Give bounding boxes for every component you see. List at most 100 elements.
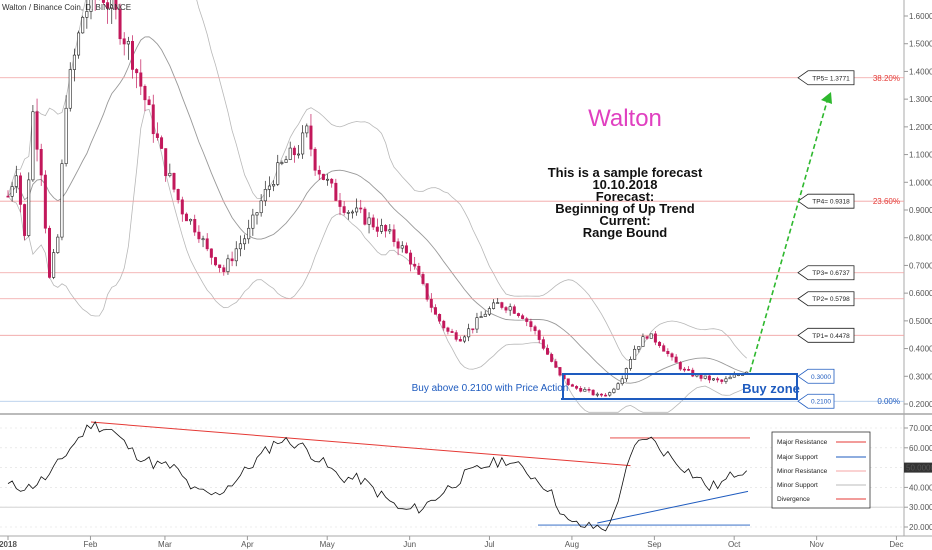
candle-body: [359, 207, 363, 210]
candle-body: [147, 99, 151, 106]
candle-body: [371, 217, 375, 228]
candle-body: [243, 238, 247, 245]
candle-body: [504, 307, 508, 311]
price-tick-label: 1.3000: [909, 95, 932, 104]
time-tick-label: May: [320, 540, 335, 549]
callout-zone_bottom: [797, 393, 835, 409]
candle-body: [674, 356, 678, 363]
candle-body: [554, 361, 558, 368]
candle-body: [247, 227, 251, 240]
candle-body: [321, 173, 325, 180]
candle-body: [23, 204, 27, 236]
candle-body: [259, 200, 263, 214]
time-tick-label: Mar: [158, 540, 172, 549]
candle-body: [724, 378, 728, 382]
candle-body: [218, 264, 222, 269]
candle-body: [653, 333, 657, 343]
buy-zone-label: Buy zone: [742, 381, 800, 396]
candle-body: [433, 307, 437, 315]
candle-body: [732, 374, 736, 378]
rsi-resistance-trendline: [90, 421, 631, 467]
candle-body: [168, 172, 172, 177]
candle-body: [620, 378, 624, 385]
callout-TP1: [797, 327, 855, 343]
candle-body: [508, 306, 512, 311]
candle-body: [388, 229, 392, 232]
band-upper: [7, 0, 747, 362]
callout-TP5: [797, 70, 855, 86]
time-tick-label: Sep: [647, 540, 662, 549]
candle-body: [131, 41, 135, 70]
candle-body: [575, 386, 579, 389]
candle-body: [454, 332, 458, 340]
candle-body: [222, 267, 226, 272]
candle-body: [160, 137, 164, 149]
candle-body: [118, 9, 122, 40]
candle-body: [682, 368, 686, 371]
candle-body: [334, 182, 338, 201]
candle-body: [458, 339, 462, 342]
time-tick-label: Nov: [810, 540, 824, 549]
candle-body: [604, 394, 608, 397]
time-tick-label: Dec: [889, 540, 903, 549]
candle-body: [409, 252, 413, 265]
candle-body: [350, 211, 354, 214]
candle-body: [139, 72, 143, 87]
candle-body: [379, 225, 383, 232]
callout-label-TP3: TP3= 0.6737: [812, 270, 850, 277]
rsi-current-badge: [904, 462, 932, 473]
candle-body: [500, 302, 504, 308]
buy-above-label: Buy above 0.2100 with Price Action: [412, 383, 569, 394]
candle-body: [184, 213, 188, 222]
forecast-note: This is a sample forecast 10.10.2018 For…: [548, 165, 703, 240]
forecast-arrow-head: [821, 92, 832, 104]
candle-body: [85, 11, 89, 18]
rsi-line: [7, 421, 747, 532]
candle-body: [417, 265, 421, 275]
price-tick-label: 0.4000: [909, 345, 932, 354]
candle-body: [52, 252, 56, 278]
candle-body: [487, 308, 491, 315]
legend-major-support: Major Support: [777, 454, 818, 461]
candle-body: [545, 348, 549, 355]
callout-label-zone_top: 0.3000: [811, 374, 831, 381]
candle-body: [483, 313, 487, 317]
candle-body: [429, 299, 433, 308]
candle-body: [309, 125, 313, 150]
candle-body: [645, 336, 649, 339]
candle-body: [641, 336, 645, 347]
fib-label-TP5: 38.20%: [873, 74, 900, 83]
price-tick-label: 0.2000: [909, 400, 932, 409]
candle-body: [450, 331, 454, 333]
candle-body: [151, 104, 155, 135]
candle-body: [550, 354, 554, 362]
price-tick-label: 0.6000: [909, 289, 932, 298]
rsi-tick-label: 60.0000: [909, 444, 932, 453]
candle-body: [272, 184, 276, 187]
rsi-current-label: 50.0000: [906, 464, 932, 473]
target-labels: TP5= 1.3771 38.20% TP4= 0.9318 23.60% TP3= 0…: [797, 70, 900, 409]
price-tick-label: 0.5000: [909, 317, 932, 326]
candle-body: [201, 238, 205, 241]
price-tick-label: 1.5000: [909, 40, 932, 49]
candle-body: [39, 149, 43, 176]
price-tick-label: 1.6000: [909, 12, 932, 21]
candle-body: [496, 302, 500, 304]
candle-body: [529, 321, 533, 328]
note-line-5: Current:: [599, 213, 650, 228]
note-line-3: Forecast:: [596, 189, 655, 204]
candle-body: [72, 54, 76, 70]
candle-body: [292, 147, 296, 156]
candle-body: [658, 341, 662, 346]
candle-body: [330, 178, 334, 184]
candle-body: [197, 231, 201, 240]
candle-body: [35, 111, 39, 150]
candle-body: [612, 388, 616, 393]
candle-body: [280, 162, 284, 164]
candle-body: [214, 257, 218, 266]
legend-major-resistance: Major Resistance: [777, 439, 828, 446]
candle-body: [60, 163, 64, 238]
candle-body: [475, 317, 479, 330]
candle-body: [346, 212, 350, 214]
